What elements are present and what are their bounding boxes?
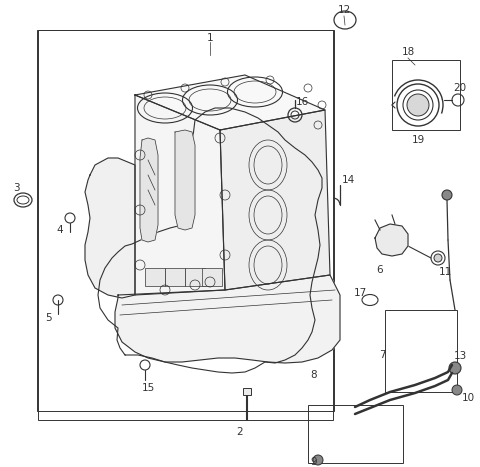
Circle shape xyxy=(313,455,323,465)
Text: 8: 8 xyxy=(311,370,317,380)
Text: 18: 18 xyxy=(401,47,415,57)
Text: 16: 16 xyxy=(295,97,309,107)
Text: 3: 3 xyxy=(12,183,19,193)
Text: 11: 11 xyxy=(438,267,452,277)
Text: 1: 1 xyxy=(207,33,213,43)
Polygon shape xyxy=(220,110,330,290)
Polygon shape xyxy=(85,158,135,298)
Circle shape xyxy=(434,254,442,262)
Bar xyxy=(392,60,460,130)
Bar xyxy=(243,388,251,395)
Text: 5: 5 xyxy=(45,313,51,323)
Text: 6: 6 xyxy=(377,265,384,275)
Polygon shape xyxy=(175,130,195,230)
Bar xyxy=(145,268,165,286)
Text: 12: 12 xyxy=(337,5,350,15)
Polygon shape xyxy=(375,224,408,256)
Circle shape xyxy=(452,385,462,395)
Text: 9: 9 xyxy=(311,457,317,467)
Polygon shape xyxy=(115,275,340,363)
Polygon shape xyxy=(135,75,325,130)
Text: 2: 2 xyxy=(237,427,243,437)
Circle shape xyxy=(442,190,452,200)
Ellipse shape xyxy=(407,94,429,116)
Bar xyxy=(202,268,222,286)
Text: 19: 19 xyxy=(411,135,425,145)
Polygon shape xyxy=(140,138,158,242)
Bar xyxy=(38,30,333,420)
Text: 7: 7 xyxy=(379,350,385,360)
Circle shape xyxy=(449,362,461,374)
Bar xyxy=(308,405,403,463)
Polygon shape xyxy=(135,95,225,295)
Bar xyxy=(37,30,334,411)
Text: 13: 13 xyxy=(454,351,467,361)
Bar xyxy=(385,310,457,392)
Text: 20: 20 xyxy=(454,83,467,93)
Text: 15: 15 xyxy=(142,383,155,393)
Bar xyxy=(185,268,205,286)
Text: 14: 14 xyxy=(341,175,355,185)
Bar xyxy=(165,268,185,286)
Text: 17: 17 xyxy=(353,288,367,298)
Text: 10: 10 xyxy=(461,393,475,403)
Text: 4: 4 xyxy=(57,225,63,235)
